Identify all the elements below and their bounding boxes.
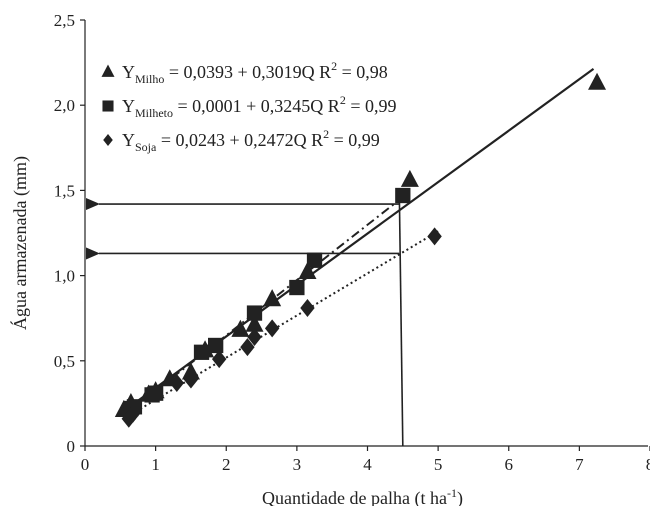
legend-marker-soja <box>103 134 113 146</box>
data-points <box>114 72 607 428</box>
y-tick-label: 0 <box>67 437 76 456</box>
point-soja <box>300 298 315 317</box>
reference-vertical-line <box>398 190 404 447</box>
x-tick-label: 7 <box>575 455 584 474</box>
point-milho <box>263 289 282 307</box>
point-soja <box>183 370 199 389</box>
point-milho <box>231 319 250 337</box>
y-tick-label: 2,5 <box>54 11 75 30</box>
point-soja <box>247 327 262 346</box>
point-milheto <box>306 252 323 268</box>
point-milheto <box>193 344 210 360</box>
point-milheto <box>147 385 164 401</box>
legend-equation-milho: YMilho = 0,0393 + 0,3019Q R2 = 0,98 <box>122 59 388 86</box>
x-tick-label: 5 <box>434 455 443 474</box>
point-soja <box>427 227 442 246</box>
x-tick-label: 3 <box>293 455 302 474</box>
x-tick-label: 4 <box>363 455 372 474</box>
fit-lines <box>126 68 595 418</box>
point-soja <box>169 373 185 392</box>
point-milheto <box>289 279 305 296</box>
x-tick-label: 6 <box>505 455 514 474</box>
point-milheto <box>246 305 263 321</box>
y-tick-label: 1,5 <box>54 181 75 200</box>
legend-equation-soja: YSoja = 0,0243 + 0,2472Q R2 = 0,99 <box>122 127 380 154</box>
point-milho <box>298 261 317 279</box>
point-milho <box>588 72 607 90</box>
y-tick-label: 0,5 <box>54 352 75 371</box>
point-soja <box>125 404 141 423</box>
legend: YMilho = 0,0393 + 0,3019Q R2 = 0,98 YMilh… <box>101 59 396 154</box>
x-tick-label: 2 <box>222 455 231 474</box>
y-tick-label: 2,0 <box>54 96 75 115</box>
y-axis-title: Água armazenada (mm) <box>9 156 31 330</box>
point-milho <box>400 169 419 187</box>
point-milho <box>245 314 264 332</box>
point-soja <box>211 350 227 369</box>
y-tick-label: 1,0 <box>54 267 75 286</box>
x-tick-label: 0 <box>81 455 90 474</box>
x-axis-title: Quantidade de palha (t ha-1) <box>262 486 463 506</box>
point-soja <box>264 319 280 338</box>
legend-marker-milheto <box>102 100 114 112</box>
point-milheto <box>208 337 224 354</box>
point-soja <box>240 338 255 357</box>
axes: 0 1 2 3 4 5 6 7 8 0 0,5 1,0 1,5 2,0 2,5 <box>54 11 650 474</box>
point-milheto <box>395 187 411 204</box>
legend-equation-milheto: YMilheto = 0,0001 + 0,3245Q R2 = 0,99 <box>122 93 396 120</box>
legend-marker-milho <box>101 64 115 77</box>
fit-line-soja <box>126 230 439 418</box>
x-tick-label: 1 <box>151 455 160 474</box>
reference-lines <box>86 190 404 447</box>
x-tick-label: 8 <box>646 455 650 474</box>
